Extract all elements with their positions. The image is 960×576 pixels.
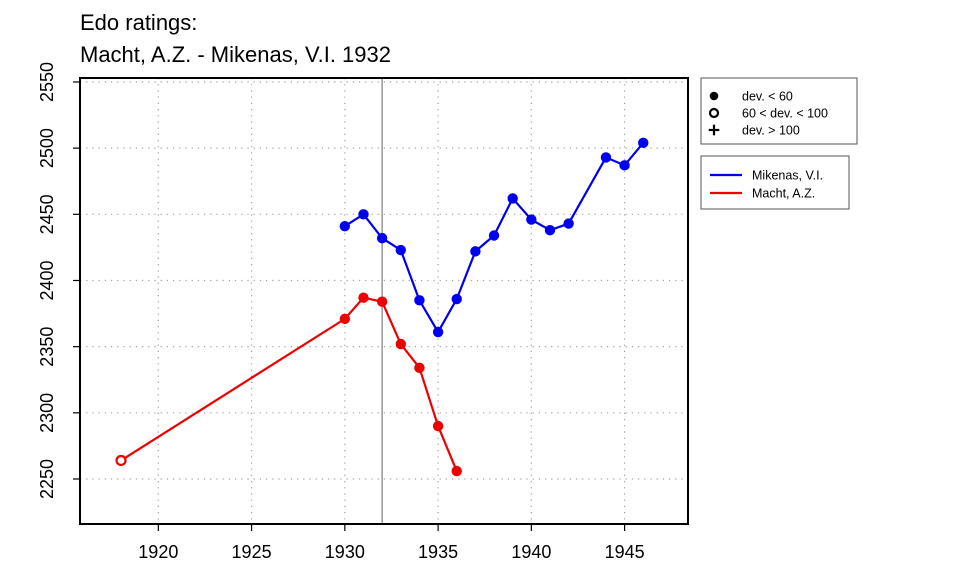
x-tick-label-5: 1945 <box>605 542 645 562</box>
series-0-point-7 <box>470 246 481 257</box>
x-tick-label-3: 1935 <box>418 542 458 562</box>
chart-title-line-2: Macht, A.Z. - Mikenas, V.I. 1932 <box>80 42 391 67</box>
series-0-point-5 <box>432 326 444 338</box>
series-0-point-1 <box>358 209 369 220</box>
x-tick-label-4: 1940 <box>511 542 551 562</box>
y-tick-label-6: 2550 <box>37 62 57 102</box>
y-tick-label-2: 2350 <box>37 327 57 367</box>
deviation-legend-marker-2 <box>708 124 720 136</box>
y-tick-label-3: 2400 <box>37 260 57 300</box>
series-legend-label-0: Mikenas, V.I. <box>752 169 823 183</box>
series-0-point-6 <box>451 293 462 305</box>
series-0 <box>339 137 649 338</box>
plot-frame <box>79 77 689 525</box>
series-1-point-3 <box>376 296 388 307</box>
deviation-legend-label-0: dev. < 60 <box>742 90 793 104</box>
series-legend-box <box>700 155 850 210</box>
series-0-point-4 <box>414 295 425 306</box>
series-1-point-7 <box>451 465 462 477</box>
series-1-line <box>120 296 458 472</box>
series-0-line <box>344 142 645 334</box>
series-0-point-13 <box>600 152 612 163</box>
series-1-point-5 <box>414 362 425 374</box>
x-axis: 1920 1925 1930 1935 1940 1945 <box>138 524 645 562</box>
series-layer <box>115 137 649 477</box>
series-1 <box>115 292 462 477</box>
x-tick-label-2: 1930 <box>325 542 365 562</box>
series-0-point-10 <box>526 214 537 225</box>
series-0-point-3 <box>395 244 406 256</box>
series-0-point-9 <box>507 193 518 204</box>
y-tick-label-5: 2500 <box>37 128 57 168</box>
chart-title-line-1: Edo ratings: <box>80 10 197 35</box>
y-tick-label-1: 2300 <box>37 393 57 433</box>
series-1-point-2 <box>358 292 369 303</box>
deviation-legend-marker-1 <box>708 107 720 119</box>
series-0-point-11 <box>544 224 556 236</box>
deviation-legend: dev. < 60 60 < dev. < 100 dev. > 100 <box>700 77 858 145</box>
grid <box>80 78 688 524</box>
series-0-point-8 <box>488 230 500 241</box>
deviation-legend-box <box>700 77 858 145</box>
series-1-point-0 <box>115 454 127 467</box>
series-0-point-0 <box>339 221 351 232</box>
y-tick-label-4: 2450 <box>37 194 57 234</box>
series-0-point-2 <box>376 232 388 244</box>
series-1-point-6 <box>432 420 444 432</box>
series-1-point-4 <box>395 338 406 350</box>
deviation-legend-label-2: dev. > 100 <box>742 124 800 138</box>
series-0-point-14 <box>619 160 630 171</box>
series-0-point-12 <box>563 218 574 229</box>
series-legend-label-1: Macht, A.Z. <box>752 187 815 201</box>
y-axis: 2250 2300 2350 2400 2450 2500 2550 <box>37 62 80 499</box>
x-tick-label-0: 1920 <box>138 542 178 562</box>
series-1-point-1 <box>339 313 351 325</box>
y-tick-label-0: 2250 <box>37 459 57 499</box>
deviation-legend-marker-0 <box>709 91 719 101</box>
deviation-legend-label-1: 60 < dev. < 100 <box>742 107 828 121</box>
x-tick-label-1: 1925 <box>232 542 272 562</box>
series-legend: Mikenas, V.I. Macht, A.Z. <box>700 155 850 210</box>
series-0-point-15 <box>638 137 649 149</box>
